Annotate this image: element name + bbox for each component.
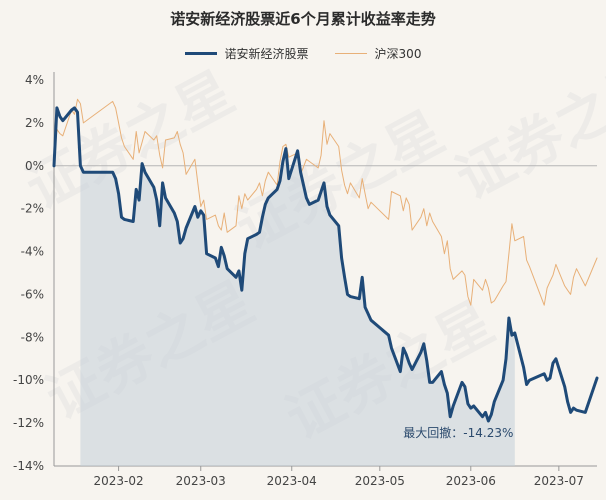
y-tick-label: 4% bbox=[25, 73, 44, 87]
x-tick-label: 2023-03 bbox=[176, 474, 226, 488]
x-tick-label: 2023-07 bbox=[534, 474, 584, 488]
y-tick-label: -4% bbox=[21, 245, 44, 259]
y-tick-label: -8% bbox=[21, 330, 44, 344]
watermark-text: 证券之星 bbox=[16, 60, 244, 223]
legend-item-index[interactable]: 沪深300 bbox=[334, 45, 422, 62]
series-line-index bbox=[53, 98, 598, 306]
max-drawdown-annotation: 最大回撤：-14.23% bbox=[403, 425, 513, 440]
legend-swatch-fund bbox=[184, 52, 217, 55]
legend: 诺安新经济股票 沪深300 bbox=[0, 45, 606, 62]
y-tick-label: -10% bbox=[13, 373, 44, 387]
y-tick-label: -14% bbox=[13, 459, 44, 473]
x-tick-label: 2023-04 bbox=[267, 474, 317, 488]
series-line-fund bbox=[52, 106, 599, 423]
watermark-text: 证券之星 bbox=[446, 50, 606, 213]
y-tick-label: 0% bbox=[25, 159, 44, 173]
y-tick-label: -6% bbox=[21, 287, 44, 301]
y-tick-label: 2% bbox=[25, 116, 44, 130]
y-tick-label: -12% bbox=[13, 416, 44, 430]
drawdown-area bbox=[80, 148, 515, 466]
x-tick-label: 2023-06 bbox=[446, 474, 496, 488]
x-tick-label: 2023-02 bbox=[94, 474, 144, 488]
legend-swatch-index bbox=[334, 53, 367, 54]
legend-label-fund: 诺安新经济股票 bbox=[224, 47, 309, 61]
legend-label-index: 沪深300 bbox=[374, 47, 422, 61]
x-tick-label: 2023-05 bbox=[355, 474, 405, 488]
legend-item-fund[interactable]: 诺安新经济股票 bbox=[184, 45, 309, 62]
chart-title: 诺安新经济股票近6个月累计收益率走势 bbox=[170, 10, 436, 28]
y-tick-label: -2% bbox=[21, 202, 44, 216]
